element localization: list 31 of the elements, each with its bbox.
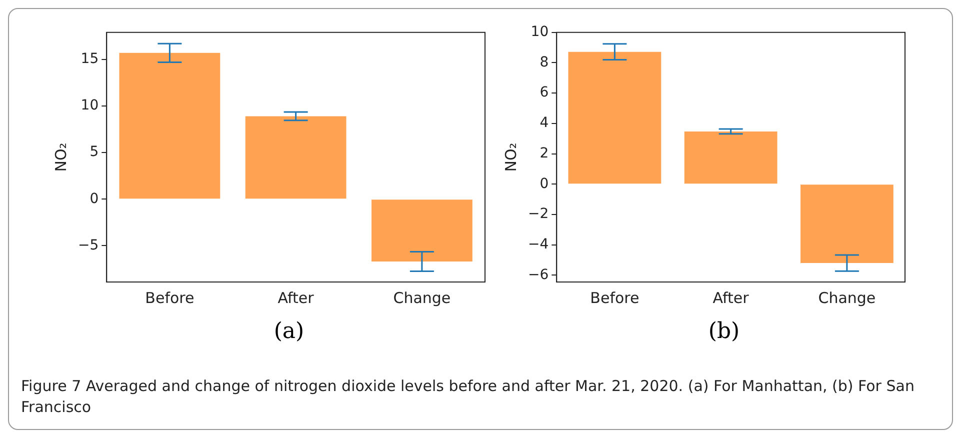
- x-tick-label: Before: [590, 288, 640, 307]
- x-tick-label: After: [712, 288, 750, 307]
- x-tick-label: Change: [393, 288, 451, 307]
- text: (a): [272, 319, 306, 344]
- x-tick-label: Before: [145, 288, 194, 307]
- x-tick-label: After: [278, 288, 315, 307]
- y-tick-label: −2: [528, 206, 549, 222]
- y-tick-label: 6: [540, 84, 549, 101]
- bar: [800, 184, 894, 264]
- y-tick-label: 5: [90, 144, 99, 160]
- bar: [684, 131, 778, 184]
- y-tick-label: 15: [80, 51, 99, 68]
- bar: [371, 200, 472, 262]
- bar: [568, 52, 662, 184]
- text: (b): [707, 319, 741, 344]
- y-tick-label: −6: [528, 266, 549, 283]
- y-tick-label: −5: [78, 237, 99, 254]
- y-tick-label: 8: [540, 54, 549, 70]
- bar: [119, 52, 220, 199]
- y-tick-label: 4: [540, 115, 549, 132]
- y-tick-label: 10: [530, 24, 549, 40]
- x-tick-label: Change: [818, 288, 876, 307]
- y-tick-label: 2: [540, 145, 549, 162]
- y-tick-label: 10: [80, 98, 99, 114]
- bar: [245, 116, 346, 199]
- y-axis-title: NO₂: [52, 142, 70, 172]
- y-tick-label: 0: [540, 176, 549, 192]
- y-tick-label: 0: [90, 190, 99, 207]
- y-tick-label: −4: [528, 236, 549, 252]
- y-axis-title: NO₂: [502, 142, 520, 172]
- caption: Figure 7 Averaged and change of nitrogen dioxide levels before and after Mar. 21, 2020. (a) For Manhattan, (b) For San Francisco: [21, 376, 916, 418]
